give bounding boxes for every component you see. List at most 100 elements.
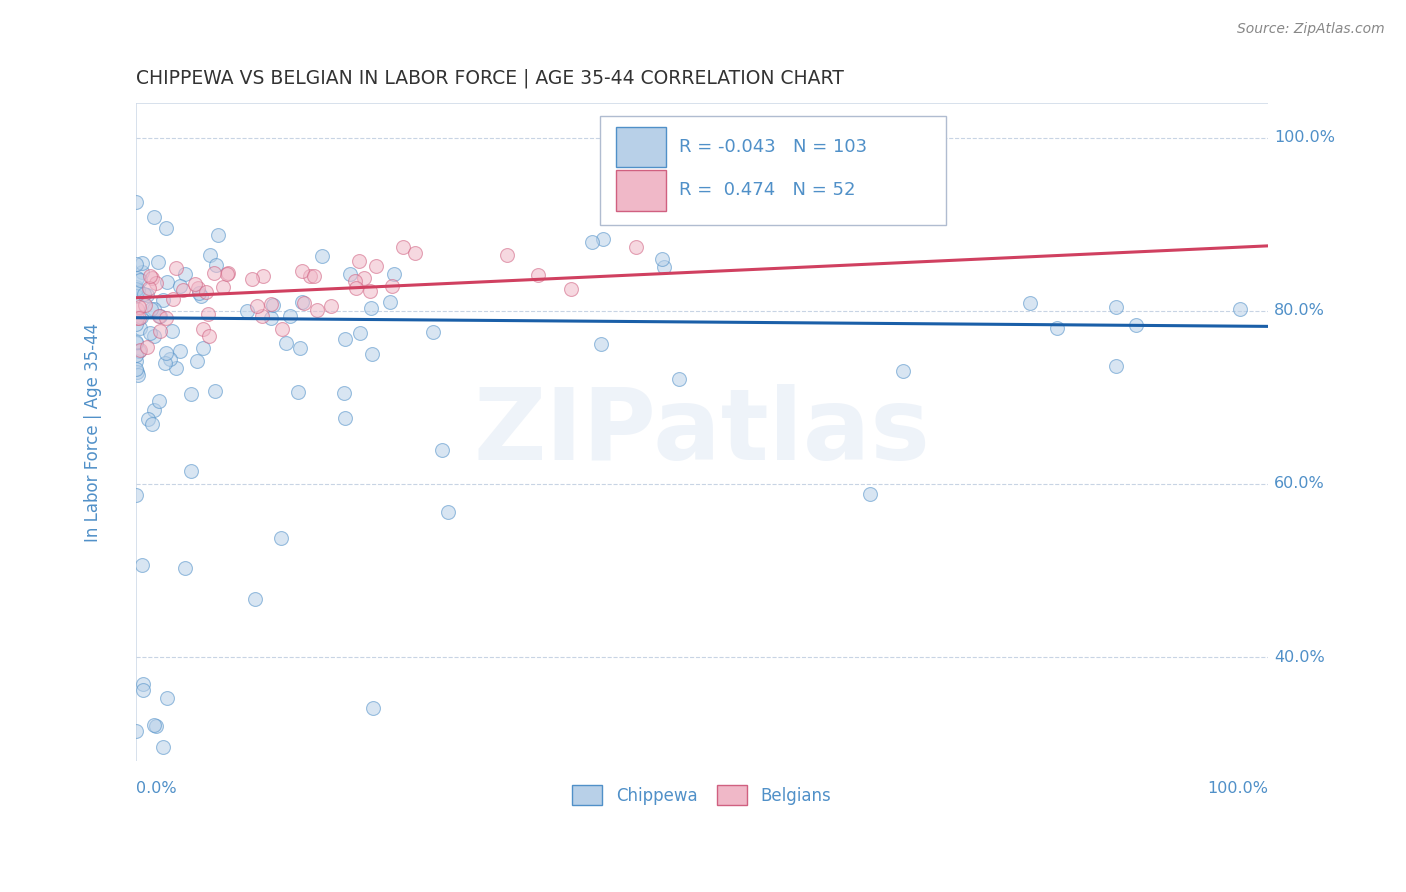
Point [131,682,153,697]
Point [143,329,166,343]
Point [141,271,163,285]
Point [359,285,381,299]
Point [381,279,404,293]
Point [142,210,165,224]
Point [592,232,614,246]
Legend: Chippewa, Belgians: Chippewa, Belgians [565,779,838,812]
Point [155,346,177,360]
Point [197,307,219,321]
Point [166,261,188,276]
Point [138,411,160,425]
Point [262,298,284,312]
FancyBboxPatch shape [600,116,945,225]
Point [125,724,148,739]
Point [291,295,314,310]
Point [125,317,148,331]
Point [128,311,150,326]
Point [155,310,177,325]
FancyBboxPatch shape [616,127,666,167]
Point [260,311,283,326]
Point [276,335,298,350]
Point [132,677,155,691]
Point [129,343,152,357]
Point [129,273,152,287]
Point [153,356,176,370]
Point [149,324,172,338]
Point [180,387,202,401]
Point [148,394,170,409]
Point [125,257,148,271]
Point [1105,359,1128,374]
Point [188,285,211,300]
Point [125,353,148,368]
Point [652,260,675,275]
Point [145,277,167,291]
Point [332,386,354,401]
Point [384,267,406,281]
Point [436,505,458,519]
Point [148,309,170,323]
Point [364,259,387,273]
Point [270,321,292,335]
Point [311,249,333,263]
Point [184,277,207,291]
FancyBboxPatch shape [616,170,666,211]
Point [288,341,311,355]
Point [392,240,415,254]
Point [125,362,148,376]
Text: In Labor Force | Age 35-44: In Labor Force | Age 35-44 [84,323,101,541]
Point [172,283,194,297]
Point [378,295,401,310]
Point [202,266,225,280]
Point [156,690,179,705]
Point [127,271,149,285]
Point [335,410,357,425]
Text: 100.0%: 100.0% [1208,780,1268,796]
Text: 0.0%: 0.0% [136,780,176,796]
Point [141,417,163,431]
Point [152,739,174,754]
Text: R = -0.043   N = 103: R = -0.043 N = 103 [679,138,868,156]
Point [240,272,263,286]
Point [125,335,148,350]
Point [139,326,162,340]
Point [217,267,239,281]
Point [125,194,148,209]
Point [155,221,177,235]
Point [169,344,191,359]
Point [160,324,183,338]
Point [360,346,382,360]
Text: 100.0%: 100.0% [1274,130,1334,145]
Point [353,271,375,285]
Point [349,326,371,341]
Point [143,301,166,316]
Point [252,310,274,324]
Point [127,301,149,316]
Point [335,332,357,346]
Point [245,592,267,607]
Point [186,354,208,368]
Point [173,267,195,281]
Point [128,343,150,358]
Point [145,719,167,733]
Point [156,275,179,289]
Point [142,718,165,732]
Point [165,360,187,375]
Text: 40.0%: 40.0% [1274,649,1324,665]
Point [128,321,150,335]
Point [589,337,612,351]
Point [132,286,155,301]
Point [344,274,367,288]
Point [139,302,162,317]
Point [526,268,548,283]
Point [321,299,343,313]
Point [139,268,162,283]
Point [142,402,165,417]
Point [136,340,159,354]
Point [125,335,148,350]
Text: 60.0%: 60.0% [1274,476,1324,491]
Point [146,255,169,269]
Point [125,280,148,294]
Point [138,281,160,295]
Point [125,282,148,296]
